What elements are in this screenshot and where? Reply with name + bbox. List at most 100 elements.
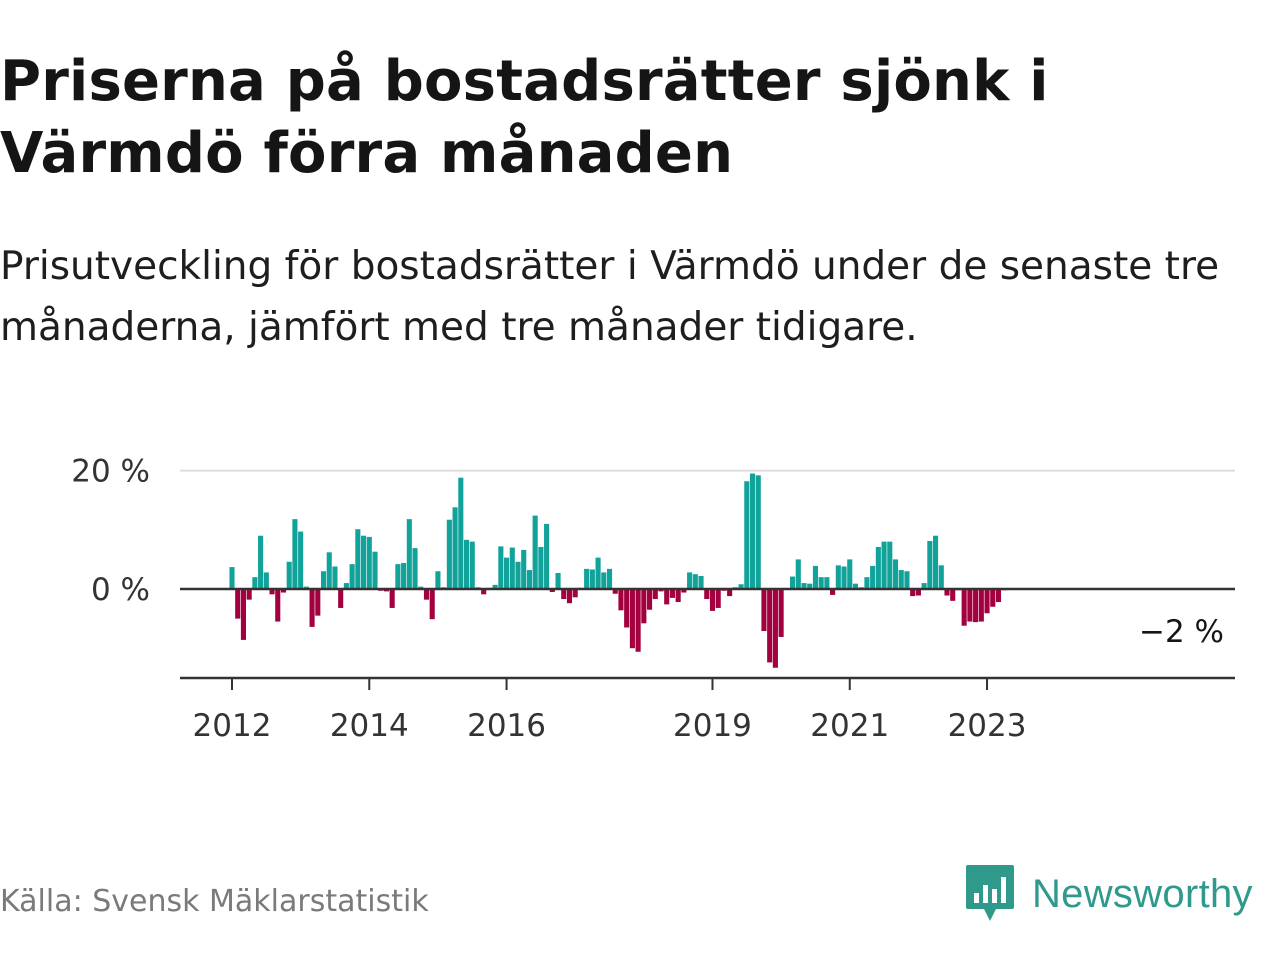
bar [687, 572, 693, 589]
source-note: Källa: Svensk Mäklarstatistik [0, 884, 429, 919]
bar [904, 571, 910, 589]
bar [749, 473, 756, 589]
bar [280, 589, 287, 593]
bar [715, 589, 721, 608]
x-tick-label: 2021 [810, 708, 889, 744]
bar [835, 565, 841, 589]
bar [589, 569, 595, 589]
bar [624, 589, 630, 628]
bar [744, 481, 750, 589]
bar [492, 584, 498, 589]
chart-subtitle: Prisutveckling för bostadsrätter i Värmd… [0, 244, 1220, 350]
labels: 0 % 20 % 2012 2014 2016 2019 2021 2023 −2 % [71, 454, 1224, 744]
bar [652, 589, 658, 600]
bar [910, 589, 916, 597]
bar [338, 589, 344, 608]
chart-title: Priserna på bostadsrätter sjönk i Värmdö… [0, 49, 1049, 186]
bar [320, 571, 327, 589]
bar [618, 589, 624, 611]
brand-name: Newsworthy [1032, 871, 1253, 916]
bar [967, 589, 973, 622]
bar [772, 589, 778, 668]
bar [807, 583, 813, 589]
bar [738, 584, 744, 589]
bar [698, 575, 704, 589]
bar [761, 589, 767, 632]
last-value-label: −2 % [1139, 614, 1224, 650]
bar [801, 583, 807, 589]
x-tick-label: 2012 [193, 708, 272, 744]
price-change-bar-chart: 0 % 20 % 2012 2014 2016 2019 2021 2023 −2 % [71, 454, 1235, 744]
bar [767, 589, 773, 663]
bar [629, 589, 635, 649]
bar [824, 577, 830, 589]
bar [412, 548, 418, 589]
bar [881, 541, 887, 589]
bar [847, 559, 853, 589]
bar [538, 546, 544, 589]
bar [332, 566, 338, 589]
bar [229, 567, 235, 589]
bar [572, 589, 578, 598]
bar [395, 564, 401, 589]
bar [681, 589, 687, 593]
bar [349, 564, 355, 589]
bar [298, 531, 304, 589]
bar [315, 589, 321, 616]
bar [498, 546, 504, 589]
axes [180, 587, 1235, 690]
bar [727, 589, 733, 597]
bar [309, 589, 315, 627]
bar [504, 557, 510, 589]
bar [830, 589, 836, 595]
bar [812, 565, 818, 589]
bar [709, 589, 716, 611]
bar [864, 577, 870, 589]
bar [235, 589, 241, 619]
bar [263, 572, 269, 589]
bar [921, 583, 927, 589]
bar [612, 589, 618, 594]
bar [252, 577, 258, 589]
bar [372, 551, 378, 589]
bar [950, 589, 956, 601]
bar [532, 515, 538, 589]
bar [292, 519, 298, 589]
bar [778, 589, 784, 637]
bar [647, 589, 653, 610]
bar [692, 574, 698, 589]
bar [818, 577, 824, 589]
bar [933, 535, 939, 589]
bar [892, 559, 899, 589]
bar [452, 507, 458, 589]
newsworthy-logo[interactable]: Newsworthy [964, 862, 1253, 926]
bar [584, 568, 590, 589]
bar [635, 589, 641, 652]
bar [246, 589, 252, 600]
bar [927, 541, 933, 589]
bar [995, 589, 1002, 603]
bar [515, 561, 521, 589]
bar [561, 589, 567, 600]
bar [601, 572, 607, 589]
bar [870, 565, 876, 589]
bar [269, 589, 275, 595]
bar [326, 552, 332, 589]
bar [355, 529, 361, 589]
bar [790, 576, 796, 589]
bar [509, 547, 515, 589]
bar [944, 589, 950, 596]
bar [481, 589, 487, 595]
bar [526, 570, 532, 589]
bar [978, 589, 984, 622]
bar [343, 583, 349, 589]
bar [389, 589, 395, 608]
x-tick-label: 2023 [948, 708, 1027, 744]
bar [675, 589, 681, 603]
bar [641, 589, 647, 624]
bar [973, 589, 979, 623]
bar [361, 535, 367, 589]
bar [406, 519, 412, 589]
y-tick-label: 0 % [91, 572, 150, 608]
bar [423, 589, 430, 600]
